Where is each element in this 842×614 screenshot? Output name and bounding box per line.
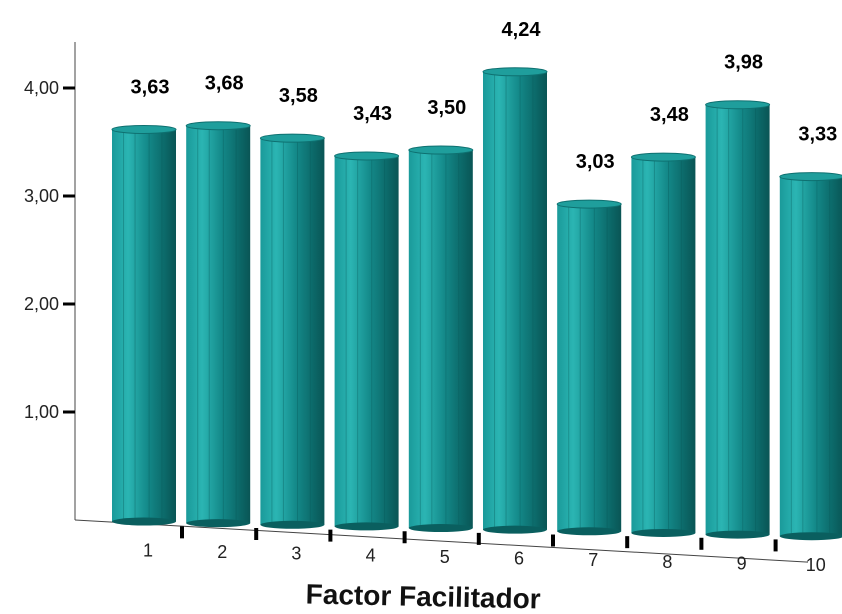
bar-base — [779, 532, 842, 541]
x-tick-label: 4 — [366, 545, 376, 565]
bar — [259, 133, 325, 529]
bar-body — [557, 204, 622, 532]
x-tick-label: 7 — [588, 550, 598, 570]
x-tick-label: 5 — [440, 547, 450, 567]
bar-top — [111, 124, 177, 134]
bar-body — [186, 125, 251, 524]
bar-top — [334, 151, 400, 161]
bar-base — [705, 530, 770, 539]
bar — [185, 121, 251, 528]
bar-body — [631, 157, 696, 533]
bar — [630, 152, 696, 537]
bar-top — [556, 199, 622, 209]
x-tick-label: 8 — [662, 552, 672, 572]
bar — [556, 199, 622, 536]
bar-base — [260, 520, 325, 529]
bar-body — [112, 129, 176, 522]
bar-top — [630, 152, 696, 162]
bar-body — [779, 176, 842, 537]
chart-axes: 1,00 2,00 3,00 4,00 — [24, 42, 809, 563]
bar-top — [779, 172, 842, 182]
bar-top — [408, 145, 474, 155]
bar-base — [557, 527, 622, 536]
bar-top — [259, 133, 325, 143]
x-axis-title: Factor Facilitador — [305, 579, 541, 614]
chart-labels: 1 3,63 2 3,68 3 3,58 4 3,43 5 3,50 6 4,24 7 3,03 8 3,48… — [131, 19, 838, 575]
x-tick-label: 6 — [514, 549, 524, 569]
bar-base — [483, 525, 547, 534]
bar — [779, 172, 842, 541]
data-label: 3,03 — [576, 151, 615, 173]
x-tick-label: 10 — [806, 555, 826, 575]
y-tick-label: 2,00 — [24, 294, 59, 314]
bar — [334, 151, 400, 531]
data-label: 4,24 — [502, 19, 542, 41]
y-tick-label: 1,00 — [24, 402, 59, 422]
data-label: 3,43 — [353, 103, 392, 125]
bar-body — [334, 155, 399, 527]
bar-body — [483, 71, 547, 530]
bar — [482, 67, 548, 534]
bar-base — [112, 517, 176, 526]
data-label: 3,68 — [205, 73, 244, 95]
data-label: 3,58 — [279, 85, 318, 107]
bar-base — [408, 524, 473, 533]
bar-base — [186, 519, 251, 528]
bar-body — [408, 150, 473, 529]
x-tick-label: 1 — [143, 540, 153, 560]
bar — [705, 100, 771, 539]
bar — [408, 145, 474, 533]
x-axis-line — [74, 519, 809, 563]
x-tick-label: 3 — [291, 544, 301, 564]
bar — [111, 124, 177, 526]
chart-bars — [111, 67, 842, 541]
bar-top — [705, 100, 771, 110]
x-tick-label: 9 — [737, 553, 747, 573]
data-label: 3,50 — [427, 97, 466, 119]
bar-body — [705, 104, 770, 535]
bar-top — [482, 67, 548, 77]
y-tick-label: 4,00 — [24, 78, 59, 98]
bar-base — [334, 522, 399, 531]
data-label: 3,33 — [798, 124, 837, 146]
bar-base — [631, 528, 696, 537]
data-label: 3,98 — [724, 52, 763, 74]
data-label: 3,48 — [650, 104, 689, 126]
bar-body — [260, 138, 325, 525]
bar-top — [185, 121, 251, 131]
y-tick-label: 3,00 — [24, 186, 59, 206]
data-label: 3,63 — [131, 76, 170, 98]
x-tick-label: 2 — [217, 542, 227, 562]
